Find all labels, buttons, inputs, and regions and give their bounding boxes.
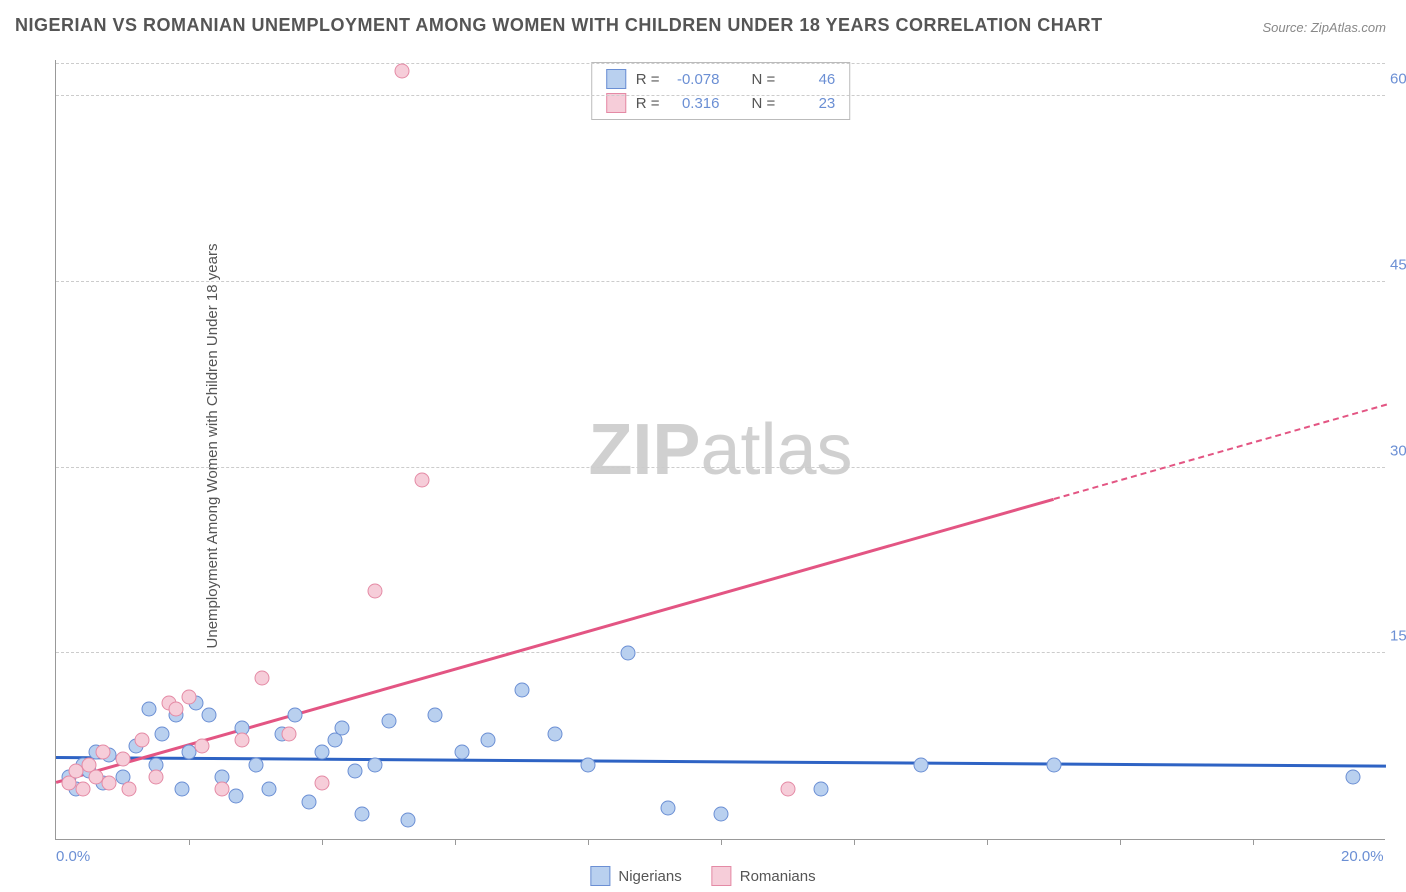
gridline [56, 63, 1385, 64]
data-point [660, 801, 675, 816]
data-point [714, 807, 729, 822]
source-link[interactable]: ZipAtlas.com [1311, 20, 1386, 35]
gridline [56, 652, 1385, 653]
data-point [228, 788, 243, 803]
data-point [368, 757, 383, 772]
data-point [547, 726, 562, 741]
chart-title: NIGERIAN VS ROMANIAN UNEMPLOYMENT AMONG … [15, 15, 1103, 36]
data-point [381, 714, 396, 729]
data-point [235, 732, 250, 747]
r-label: R = [636, 95, 660, 112]
legend-item: Romanians [712, 866, 816, 886]
x-tick [588, 839, 589, 845]
n-label: N = [752, 95, 776, 112]
data-point [175, 782, 190, 797]
r-value: -0.078 [670, 71, 720, 88]
x-tick-label: 0.0% [56, 848, 90, 865]
legend-item: Nigerians [590, 866, 681, 886]
data-point [248, 757, 263, 772]
series-legend: Nigerians Romanians [590, 866, 815, 886]
data-point [215, 782, 230, 797]
source-label: Source: [1262, 20, 1310, 35]
data-point [354, 807, 369, 822]
regression-line [1053, 404, 1386, 500]
x-tick [189, 839, 190, 845]
data-point [182, 689, 197, 704]
data-point [115, 751, 130, 766]
x-tick [1120, 839, 1121, 845]
correlation-legend: R = -0.078 N = 46 R = 0.316 N = 23 [591, 62, 851, 120]
data-point [454, 745, 469, 760]
legend-swatch [606, 69, 626, 89]
n-value: 46 [785, 71, 835, 88]
x-tick [455, 839, 456, 845]
x-tick [854, 839, 855, 845]
y-tick-label: 45.0% [1390, 256, 1406, 273]
n-value: 23 [785, 95, 835, 112]
data-point [288, 708, 303, 723]
y-tick-label: 15.0% [1390, 628, 1406, 645]
data-point [122, 782, 137, 797]
data-point [155, 726, 170, 741]
data-point [481, 732, 496, 747]
legend-label: Romanians [740, 868, 816, 885]
r-label: R = [636, 71, 660, 88]
data-point [261, 782, 276, 797]
data-point [168, 702, 183, 717]
legend-label: Nigerians [618, 868, 681, 885]
data-point [394, 64, 409, 79]
gridline [56, 95, 1385, 96]
source-attribution: Source: ZipAtlas.com [1262, 20, 1386, 35]
legend-swatch [712, 866, 732, 886]
data-point [148, 770, 163, 785]
y-tick-label: 30.0% [1390, 442, 1406, 459]
data-point [581, 757, 596, 772]
y-tick-label: 60.0% [1390, 71, 1406, 88]
data-point [95, 745, 110, 760]
gridline [56, 281, 1385, 282]
data-point [1345, 770, 1360, 785]
r-value: 0.316 [670, 95, 720, 112]
data-point [195, 739, 210, 754]
x-tick-label: 20.0% [1341, 848, 1384, 865]
data-point [102, 776, 117, 791]
data-point [348, 763, 363, 778]
data-point [401, 813, 416, 828]
watermark-bold: ZIP [588, 410, 700, 490]
data-point [368, 584, 383, 599]
data-point [1046, 757, 1061, 772]
data-point [75, 782, 90, 797]
data-point [315, 745, 330, 760]
legend-swatch [590, 866, 610, 886]
data-point [414, 472, 429, 487]
data-point [281, 726, 296, 741]
data-point [620, 646, 635, 661]
data-point [301, 794, 316, 809]
x-tick [987, 839, 988, 845]
gridline [56, 467, 1385, 468]
x-tick [721, 839, 722, 845]
data-point [780, 782, 795, 797]
data-point [255, 671, 270, 686]
x-tick [322, 839, 323, 845]
watermark-light: atlas [700, 410, 852, 490]
data-point [142, 702, 157, 717]
data-point [428, 708, 443, 723]
data-point [135, 732, 150, 747]
legend-row: R = -0.078 N = 46 [606, 67, 836, 91]
data-point [514, 683, 529, 698]
watermark: ZIPatlas [588, 409, 852, 491]
data-point [913, 757, 928, 772]
data-point [315, 776, 330, 791]
x-tick [1253, 839, 1254, 845]
data-point [334, 720, 349, 735]
data-point [201, 708, 216, 723]
n-label: N = [752, 71, 776, 88]
data-point [813, 782, 828, 797]
plot-area: ZIPatlas R =-0.078N =46R =0.316N =23 15.… [55, 60, 1385, 840]
